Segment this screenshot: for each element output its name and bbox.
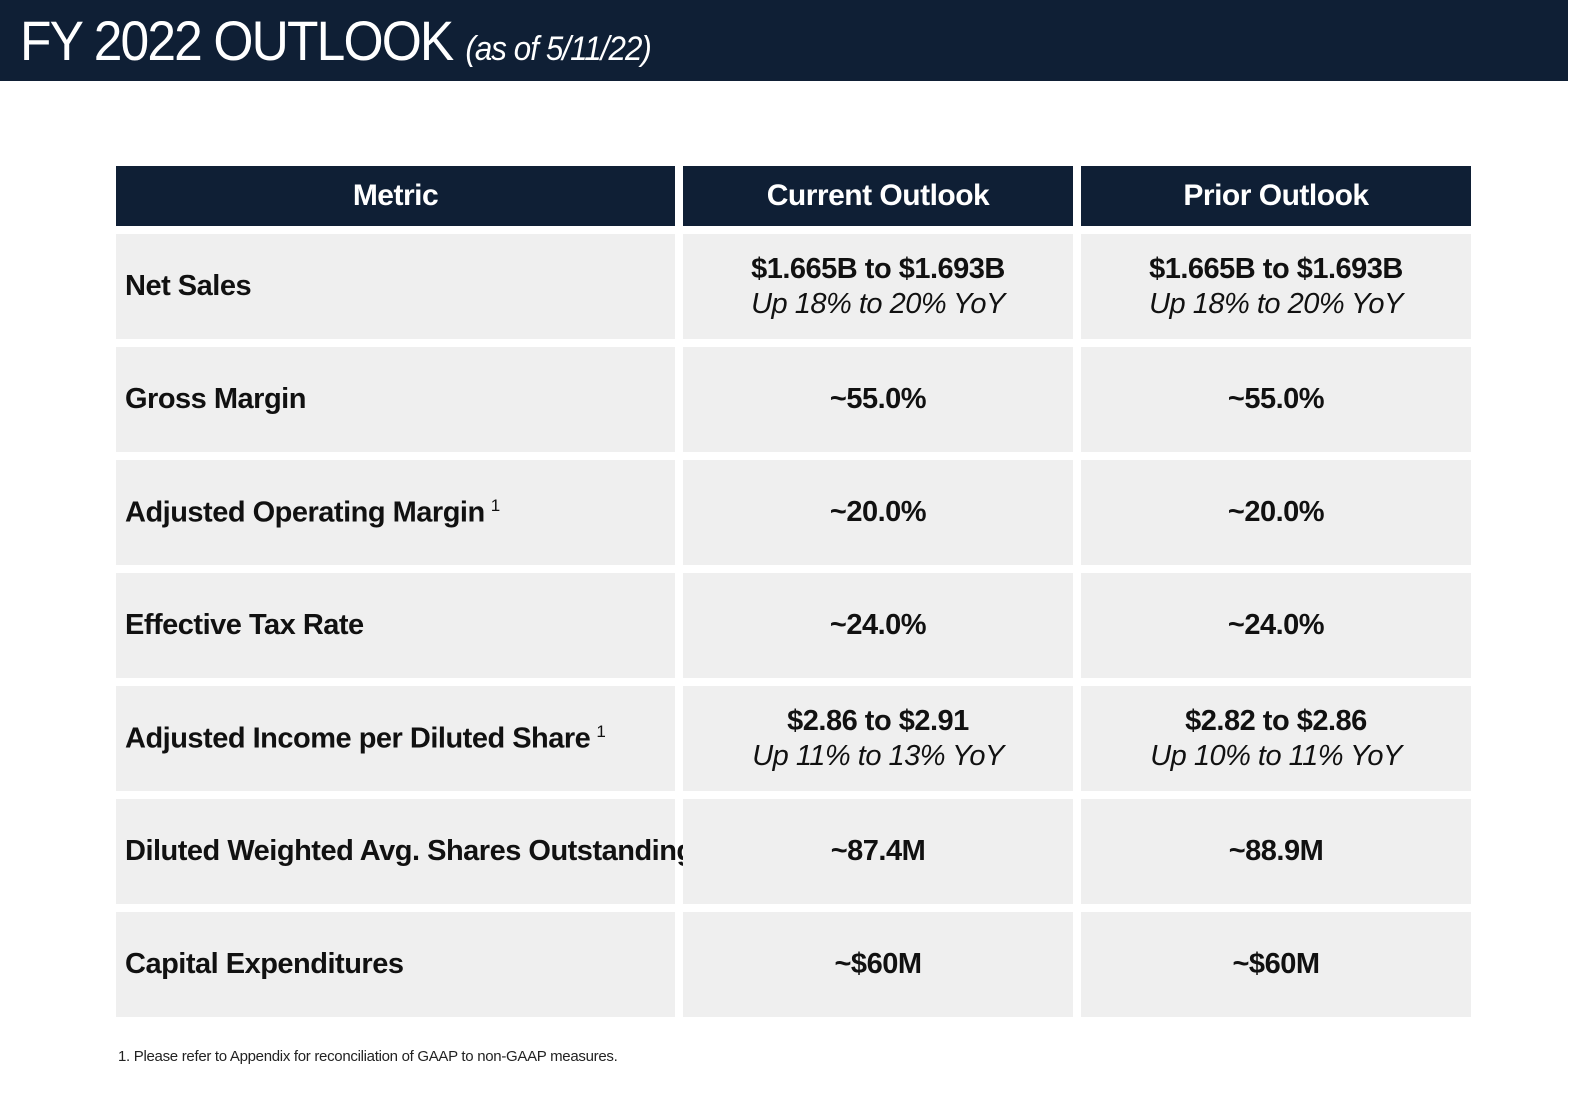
metric-label: Effective Tax Rate (125, 609, 364, 642)
prior-outlook-cell: ~20.0% (1081, 460, 1471, 565)
metric-cell: Gross Margin (116, 347, 675, 452)
page-title: FY 2022 OUTLOOK (as of 5/11/22) (20, 8, 652, 73)
current-outlook-growth: Up 11% to 13% YoY (752, 739, 1004, 772)
title-bar: FY 2022 OUTLOOK (as of 5/11/22) (0, 0, 1568, 81)
metric-label-text: Adjusted Income per Diluted Share (125, 722, 591, 755)
footnote: 1. Please refer to Appendix for reconcil… (118, 1048, 618, 1065)
metric-label-text: Adjusted Operating Margin (125, 496, 485, 529)
column-header-current-outlook: Current Outlook (683, 166, 1073, 226)
current-outlook-value: ~87.4M (830, 835, 926, 867)
prior-outlook-cell: ~55.0% (1081, 347, 1471, 452)
prior-outlook-cell: ~24.0% (1081, 573, 1471, 678)
current-outlook-value: ~$60M (834, 948, 922, 980)
current-outlook-cell: ~24.0% (683, 573, 1073, 678)
metric-cell: Net Sales (116, 234, 675, 339)
prior-outlook-value: ~20.0% (1227, 496, 1325, 528)
prior-outlook-value: $2.82 to $2.86 (1185, 704, 1367, 737)
metric-label-text: Net Sales (125, 270, 252, 302)
current-outlook-value: $1.665B to $1.693B (751, 252, 1005, 285)
metric-cell: Adjusted Income per Diluted Share 1 (116, 686, 675, 791)
prior-outlook-cell: $1.665B to $1.693B Up 18% to 20% YoY (1081, 234, 1471, 339)
current-outlook-cell: $1.665B to $1.693B Up 18% to 20% YoY (683, 234, 1073, 339)
current-outlook-cell: $2.86 to $2.91 Up 11% to 13% YoY (683, 686, 1073, 791)
current-outlook-value: ~24.0% (829, 609, 927, 641)
prior-outlook-growth: Up 18% to 20% YoY (1149, 287, 1403, 320)
page-title-text: FY 2022 OUTLOOK (20, 9, 454, 72)
column-header-metric: Metric (116, 166, 675, 226)
metric-label-text: Effective Tax Rate (125, 609, 364, 641)
prior-outlook-cell: ~88.9M (1081, 799, 1471, 904)
metric-cell: Effective Tax Rate (116, 573, 675, 678)
prior-outlook-growth: Up 10% to 11% YoY (1150, 739, 1402, 772)
metric-label: Diluted Weighted Avg. Shares Outstanding (125, 835, 694, 868)
prior-outlook-value: ~$60M (1232, 948, 1320, 980)
metric-label: Gross Margin (125, 383, 306, 416)
metric-label-text: Gross Margin (125, 383, 306, 415)
prior-outlook-cell: $2.82 to $2.86 Up 10% to 11% YoY (1081, 686, 1471, 791)
footnote-marker: 1 (596, 721, 606, 741)
metric-label-text: Capital Expenditures (125, 948, 404, 980)
metric-label-text: Diluted Weighted Avg. Shares Outstanding (125, 835, 694, 867)
current-outlook-cell: ~55.0% (683, 347, 1073, 452)
metric-label: Capital Expenditures (125, 948, 404, 981)
page-subtitle: (as of 5/11/22) (465, 30, 651, 68)
current-outlook-cell: ~$60M (683, 912, 1073, 1017)
current-outlook-growth: Up 18% to 20% YoY (751, 287, 1005, 320)
prior-outlook-value: ~55.0% (1227, 383, 1325, 415)
outlook-table: Metric Current Outlook Prior Outlook Net… (116, 166, 1472, 1017)
prior-outlook-cell: ~$60M (1081, 912, 1471, 1017)
prior-outlook-value: $1.665B to $1.693B (1149, 252, 1403, 285)
column-header-prior-outlook: Prior Outlook (1081, 166, 1471, 226)
current-outlook-cell: ~20.0% (683, 460, 1073, 565)
current-outlook-value: $2.86 to $2.91 (787, 704, 969, 737)
current-outlook-value: ~20.0% (829, 496, 927, 528)
prior-outlook-value: ~88.9M (1228, 835, 1324, 867)
prior-outlook-value: ~24.0% (1227, 609, 1325, 641)
metric-cell: Adjusted Operating Margin 1 (116, 460, 675, 565)
metric-label: Adjusted Operating Margin 1 (125, 496, 500, 530)
current-outlook-value: ~55.0% (829, 383, 927, 415)
metric-label: Net Sales (125, 270, 252, 303)
metric-cell: Diluted Weighted Avg. Shares Outstanding (116, 799, 694, 904)
current-outlook-cell: ~87.4M (683, 799, 1073, 904)
metric-label: Adjusted Income per Diluted Share 1 (125, 721, 606, 756)
footnote-marker: 1 (490, 495, 500, 515)
metric-cell: Capital Expenditures (116, 912, 675, 1017)
